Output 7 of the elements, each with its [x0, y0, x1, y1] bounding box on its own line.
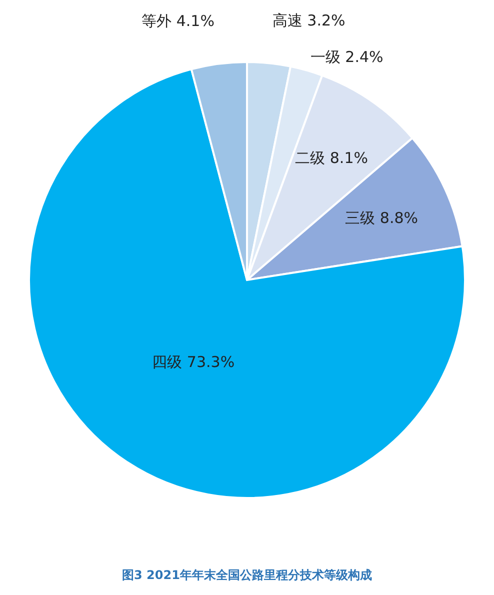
slice-label: 高速 3.2%	[272, 11, 346, 30]
slice-label: 一级 2.4%	[310, 48, 384, 66]
text: 图3 2021年年末全国公路里程分技术等级构成	[122, 568, 372, 582]
slice-label: 二级 8.1%	[295, 149, 368, 168]
slice-label: 等外 4.1%	[142, 12, 214, 30]
slice-label: 四级 73.3%	[152, 353, 235, 372]
slice-label: 三级 8.8%	[345, 208, 418, 227]
